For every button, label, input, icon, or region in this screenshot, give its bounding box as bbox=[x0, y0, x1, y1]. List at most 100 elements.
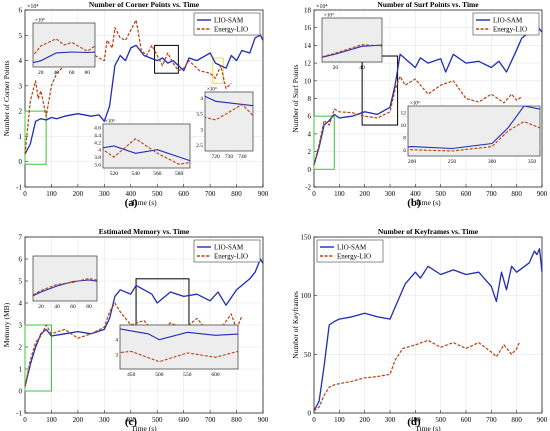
x-axis-label: Time (s) bbox=[131, 424, 157, 431]
inset-series-line bbox=[33, 277, 97, 296]
inset-3: 720 730 740 2.5 3 3.5 4 ×10⁴ bbox=[196, 87, 254, 160]
x-tick-label: 100 bbox=[334, 416, 345, 424]
panel-2: 0 100 200 300 400 500 600 700 800 900-20246810121… bbox=[291, 0, 548, 209]
x-tick-label: 700 bbox=[205, 416, 216, 424]
inset-y-tick-label: 4.4 bbox=[94, 133, 101, 139]
inset-series-line bbox=[33, 51, 95, 64]
y-tick-label: 4 bbox=[19, 300, 23, 308]
y-axis-label: Number of Keyframes bbox=[291, 291, 300, 359]
x-tick-label: 900 bbox=[537, 416, 548, 424]
y-tick-label: 4 bbox=[19, 57, 23, 65]
inset-x-tick-label: 550 bbox=[183, 372, 192, 378]
inset-x-tick-label: 560 bbox=[153, 171, 162, 177]
y-tick-label: 0 bbox=[308, 410, 312, 418]
zoom-region bbox=[154, 44, 179, 74]
x-tick-label: 0 bbox=[23, 190, 27, 198]
inset-x-tick-label: 40 bbox=[54, 304, 60, 310]
inset-y-tick-label: 3.5 bbox=[196, 112, 203, 118]
x-tick-label: 800 bbox=[511, 416, 522, 424]
series-line-lio-sam bbox=[24, 34, 264, 155]
inset-x-tick-label: 200 bbox=[408, 159, 417, 165]
x-tick-label: 700 bbox=[486, 416, 497, 424]
x-axis-label: Time (s) bbox=[415, 424, 441, 431]
inset-y-tick-label: 4 bbox=[98, 148, 101, 154]
inset-y-tick-label: 4.2 bbox=[94, 140, 101, 146]
x-tick-label: 800 bbox=[511, 190, 522, 198]
x-tick-label: 600 bbox=[178, 190, 189, 198]
y-tick-label: 100 bbox=[301, 292, 312, 300]
x-tick-label: 100 bbox=[334, 190, 345, 198]
inset-y-tick-label: 10 bbox=[401, 123, 407, 129]
y-tick-label: 7 bbox=[19, 234, 23, 242]
inset-exponent-label: ×10⁴ bbox=[105, 119, 115, 125]
y-tick-label: 0 bbox=[19, 158, 23, 166]
inset-exponent-label: ×10⁴ bbox=[35, 18, 45, 24]
inset-frame bbox=[32, 255, 98, 302]
inset-y-tick-label: 12 bbox=[401, 110, 407, 116]
inset-x-tick-label: 40 bbox=[359, 65, 365, 71]
legend-box bbox=[472, 12, 540, 36]
inset-x-tick-label: 60 bbox=[69, 70, 75, 76]
plot-frame bbox=[24, 9, 264, 188]
inset-x-tick-label: 450 bbox=[127, 372, 136, 378]
y-axis-label: Number of Surf Points bbox=[291, 64, 300, 132]
x-tick-label: 700 bbox=[205, 190, 216, 198]
y-tick-label: 50 bbox=[304, 351, 312, 359]
inset-x-tick-label: 20 bbox=[38, 70, 44, 76]
x-tick-label: 500 bbox=[152, 416, 163, 424]
inset-1: 20 40 ×10⁴ bbox=[321, 13, 383, 71]
legend-entry: LIO-SAM bbox=[337, 244, 367, 252]
inset-x-tick-label: 520 bbox=[110, 171, 119, 177]
series-line-lio-sam bbox=[313, 248, 543, 412]
x-axis-label: Time (s) bbox=[415, 198, 441, 207]
inset-x-tick-label: 20 bbox=[333, 65, 339, 71]
y-tick-label: 6 bbox=[19, 256, 23, 264]
inset-x-tick-label: 730 bbox=[225, 154, 234, 160]
inset-x-tick-label: 20 bbox=[38, 304, 44, 310]
x-tick-label: 200 bbox=[73, 416, 84, 424]
inset-x-tick-label: 740 bbox=[238, 154, 247, 160]
y-exponent-label: ×10⁴ bbox=[27, 4, 38, 10]
y-exponent-label: ×10⁴ bbox=[316, 4, 327, 10]
x-tick-label: 600 bbox=[461, 416, 472, 424]
y-tick-label: -1 bbox=[16, 184, 22, 192]
x-tick-label: 300 bbox=[99, 416, 110, 424]
plot-frame bbox=[313, 236, 543, 414]
inset-series-line bbox=[33, 38, 95, 57]
chart-title: Number of Surf Points vs. Time bbox=[377, 0, 479, 9]
x-tick-label: 200 bbox=[359, 190, 370, 198]
x-tick-label: 400 bbox=[126, 416, 137, 424]
x-tick-label: 200 bbox=[359, 416, 370, 424]
inset-2: 200 250 300 350 6 8 10 12×10⁴ bbox=[401, 101, 541, 165]
inset-series-line bbox=[408, 120, 540, 152]
x-tick-label: 400 bbox=[410, 416, 421, 424]
inset-frame bbox=[204, 91, 254, 152]
inset-1: 20 40 60 80 bbox=[32, 255, 98, 310]
inset-x-tick-label: 80 bbox=[86, 304, 92, 310]
legend-entry: Energy-LIO bbox=[337, 253, 371, 261]
y-tick-label: 14 bbox=[304, 42, 312, 50]
zoom-region bbox=[24, 324, 52, 392]
panel-label: (c) bbox=[125, 416, 138, 428]
x-tick-label: 900 bbox=[537, 190, 548, 198]
y-tick-label: 5 bbox=[19, 278, 23, 286]
inset-x-tick-label: 250 bbox=[448, 159, 457, 165]
legend-box bbox=[316, 239, 384, 263]
legend-entry: Energy-LIO bbox=[493, 26, 527, 34]
y-tick-label: 12 bbox=[304, 60, 312, 68]
panel-3: 0 100 200 300 400 500 600 700 800 900-101234567Es… bbox=[2, 227, 269, 431]
zoom-region bbox=[212, 57, 224, 84]
panel-label: (b) bbox=[407, 197, 421, 209]
y-axis-label: Memory (MB) bbox=[2, 302, 11, 347]
x-tick-label: 800 bbox=[231, 416, 242, 424]
chart-title: Number of Keyframes vs. Time bbox=[378, 227, 479, 236]
series-line-lio-sam bbox=[24, 258, 264, 387]
x-tick-label: 300 bbox=[385, 416, 396, 424]
inset-1: 20 40 60 80 ×10⁴ bbox=[32, 18, 96, 76]
y-tick-label: -2 bbox=[305, 184, 311, 192]
zoom-region bbox=[313, 115, 335, 170]
inset-2: 450 500 550 600 3 4 bbox=[115, 324, 239, 378]
inset-exponent-label: ×10⁴ bbox=[324, 13, 334, 19]
inset-y-tick-label: 3 bbox=[200, 127, 203, 133]
